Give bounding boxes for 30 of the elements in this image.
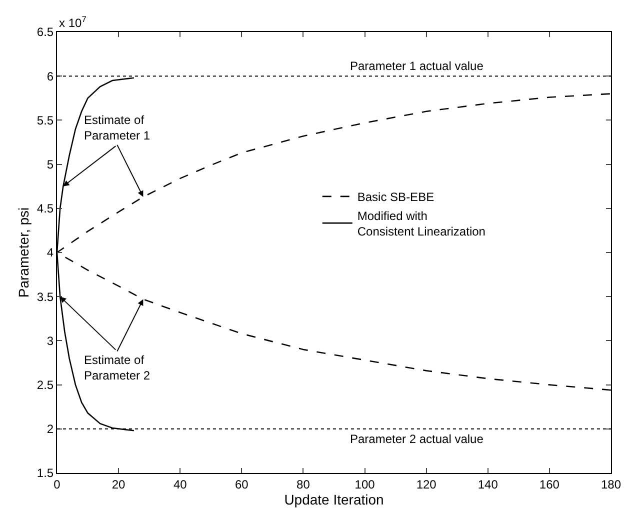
y-tick-label: 4 — [46, 246, 54, 260]
x-tick-label: 100 — [354, 477, 376, 492]
annotation: Estimate of Parameter 2 — [84, 353, 150, 383]
y-tick-label: 2.5 — [36, 378, 54, 392]
y-tick-label: 5.5 — [36, 113, 54, 128]
text: x 10$^{7}$ — [59, 14, 87, 30]
x-tick-label: 20 — [112, 477, 126, 492]
y-axis-title: Parameter, psi — [16, 207, 32, 298]
legend-label: Modified with Consistent Linearization — [357, 208, 486, 239]
x-tick-label: 0 — [54, 477, 61, 492]
y-tick-label: 6 — [46, 69, 54, 84]
y-tick-label: 3.5 — [36, 290, 54, 304]
x-tick-label: 60 — [234, 477, 249, 492]
annotation: Estimate of Parameter 1 — [84, 113, 150, 143]
x-tick-label: 120 — [416, 477, 437, 492]
y-tick-label: 5 — [46, 158, 54, 172]
x-tick-label: 40 — [173, 477, 188, 492]
ref-line-label: Parameter 2 actual value — [350, 432, 484, 446]
y-tick-label: 2 — [46, 422, 54, 436]
legend-label: Basic SB-EBE — [357, 190, 434, 204]
y-tick-label: 3 — [46, 334, 54, 348]
x-axis-title: Update Iteration — [284, 491, 384, 508]
ref-line-label: Parameter 1 actual value — [350, 59, 484, 73]
x-tick-label: 140 — [478, 477, 498, 492]
y-tick-label: 6.5 — [36, 25, 54, 40]
y-tick-label: 1.5 — [36, 466, 54, 480]
x-tick-label: 180 — [600, 477, 622, 492]
y-tick-label: 4.5 — [36, 202, 54, 216]
x-tick-label: 160 — [539, 477, 560, 492]
x-tick-label: 80 — [296, 477, 310, 492]
